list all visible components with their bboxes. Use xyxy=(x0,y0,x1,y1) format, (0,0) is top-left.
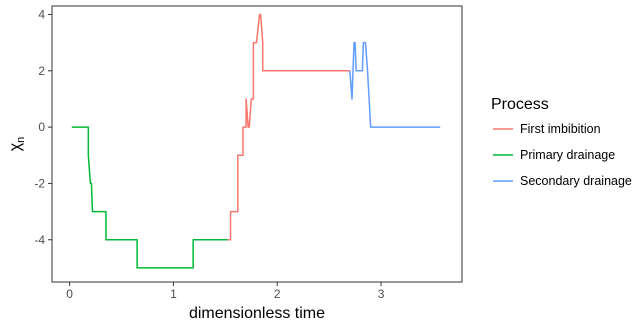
series-line-primary-drainage xyxy=(71,126,228,269)
y-tick-label: 4 xyxy=(38,7,45,21)
x-axis-title: dimensionless time xyxy=(189,305,325,322)
y-axis-title: χn xyxy=(7,137,27,152)
series-layer xyxy=(71,13,441,269)
y-tick-label: 2 xyxy=(38,64,45,78)
plot-panel-background xyxy=(52,6,462,282)
x-tick-label: 3 xyxy=(378,287,385,301)
x-tick-label: 1 xyxy=(170,287,177,301)
y-axis-title-base: χ xyxy=(7,142,24,151)
legend-label-secondary-drainage: Secondary drainage xyxy=(520,174,632,188)
legend-label-first-imbibition: First imbibition xyxy=(520,122,601,136)
x-tick-label: 0 xyxy=(66,287,73,301)
series-line-first-imbibition xyxy=(227,13,350,241)
legend-label-primary-drainage: Primary drainage xyxy=(520,148,615,162)
x-tick-label: 2 xyxy=(274,287,281,301)
y-tick-label: -4 xyxy=(34,233,45,247)
y-tick-label: 0 xyxy=(38,120,45,134)
y-axis: -4 -2 0 2 4 xyxy=(34,7,52,247)
plot-panel-border xyxy=(51,5,463,283)
y-axis-title-subscript: n xyxy=(15,137,27,143)
legend-title: Process xyxy=(491,96,549,113)
x-axis: 0 1 2 3 xyxy=(66,282,385,301)
legend-items: First imbibition Primary drainage Secondar… xyxy=(493,122,632,188)
series-line-secondary-drainage xyxy=(349,41,441,128)
legend: Process First imbibition Primary drainage… xyxy=(491,96,632,188)
y-tick-label: -2 xyxy=(34,176,45,190)
